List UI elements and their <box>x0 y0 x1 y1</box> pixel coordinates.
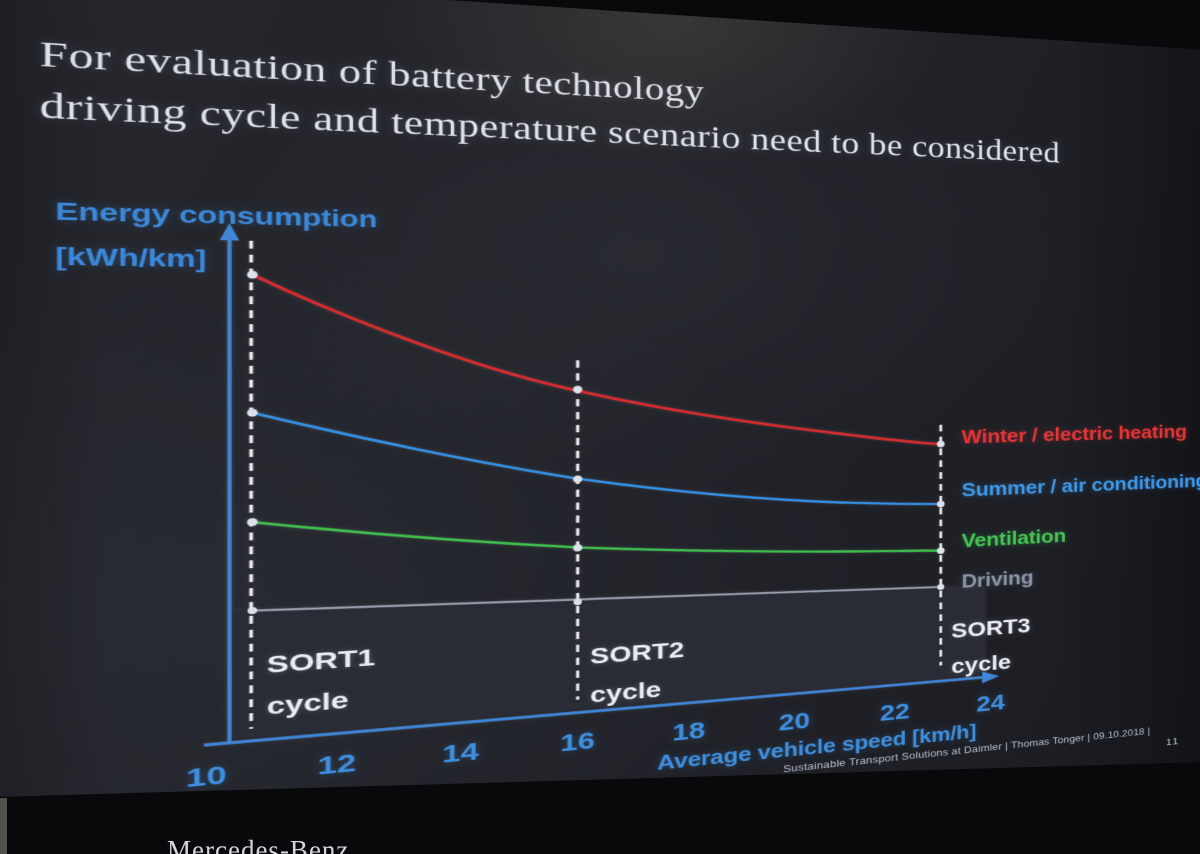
sort3-cycle-label: SORT3 cycle <box>951 608 1030 684</box>
chart-canvas <box>0 222 1000 825</box>
y-axis-arrow-icon <box>219 222 240 241</box>
sort3-label-line2: cycle <box>951 650 1012 678</box>
mercedes-benz-wordmark: Mercedes-Benz <box>167 835 350 854</box>
sort3-label-line1: SORT3 <box>951 613 1031 643</box>
winter-curve <box>252 275 940 463</box>
sort2-cycle-label: SORT2 cycle <box>590 631 684 715</box>
sort1-label-line1: SORT1 <box>266 643 376 679</box>
data-point-markers <box>246 270 945 615</box>
page-number: 11 <box>1166 735 1180 748</box>
ventilation-curve <box>252 494 940 588</box>
photo-edge-artifact <box>0 798 7 854</box>
slide-content: For evaluation of battery technology dri… <box>0 35 1200 825</box>
sort2-label-line1: SORT2 <box>590 637 685 669</box>
sort1-cycle-label: SORT1 cycle <box>267 637 376 727</box>
summer-curve <box>252 401 940 533</box>
